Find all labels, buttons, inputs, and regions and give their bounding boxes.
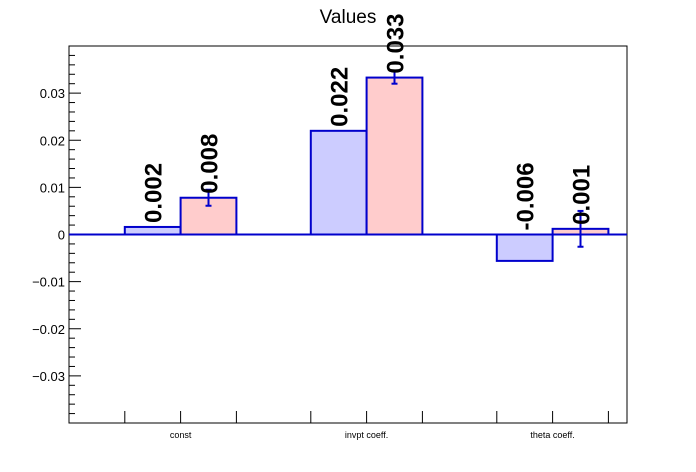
data-label: -0.006 xyxy=(513,162,540,230)
y-tick-label: 0.02 xyxy=(40,133,65,148)
y-tick-label: −0.03 xyxy=(32,369,65,384)
y-tick-label: 0.03 xyxy=(40,86,65,101)
plot-area: −0.03 −0.02 −0.01 0 0.01 0.02 0.03 const invpt c… xyxy=(32,14,628,440)
bar xyxy=(365,76,424,236)
data-label: 0.033 xyxy=(383,14,410,74)
data-label: 0.008 xyxy=(197,134,224,194)
y-tick-label: −0.01 xyxy=(32,275,65,290)
y-tick-label: −0.02 xyxy=(32,322,65,337)
data-label: 0.002 xyxy=(141,163,168,223)
chart-title: Values xyxy=(320,7,377,28)
y-tick-label: 0 xyxy=(58,228,65,243)
bar xyxy=(309,129,368,236)
x-category-label: invpt coeff. xyxy=(345,430,388,440)
data-label: 0.001 xyxy=(569,165,596,225)
x-category-label: const xyxy=(170,430,192,440)
bar xyxy=(123,225,182,236)
data-label: 0.022 xyxy=(327,67,354,127)
y-tick-label: 0.01 xyxy=(40,180,65,195)
x-category-label: theta coeff. xyxy=(530,430,574,440)
bar xyxy=(495,233,554,262)
